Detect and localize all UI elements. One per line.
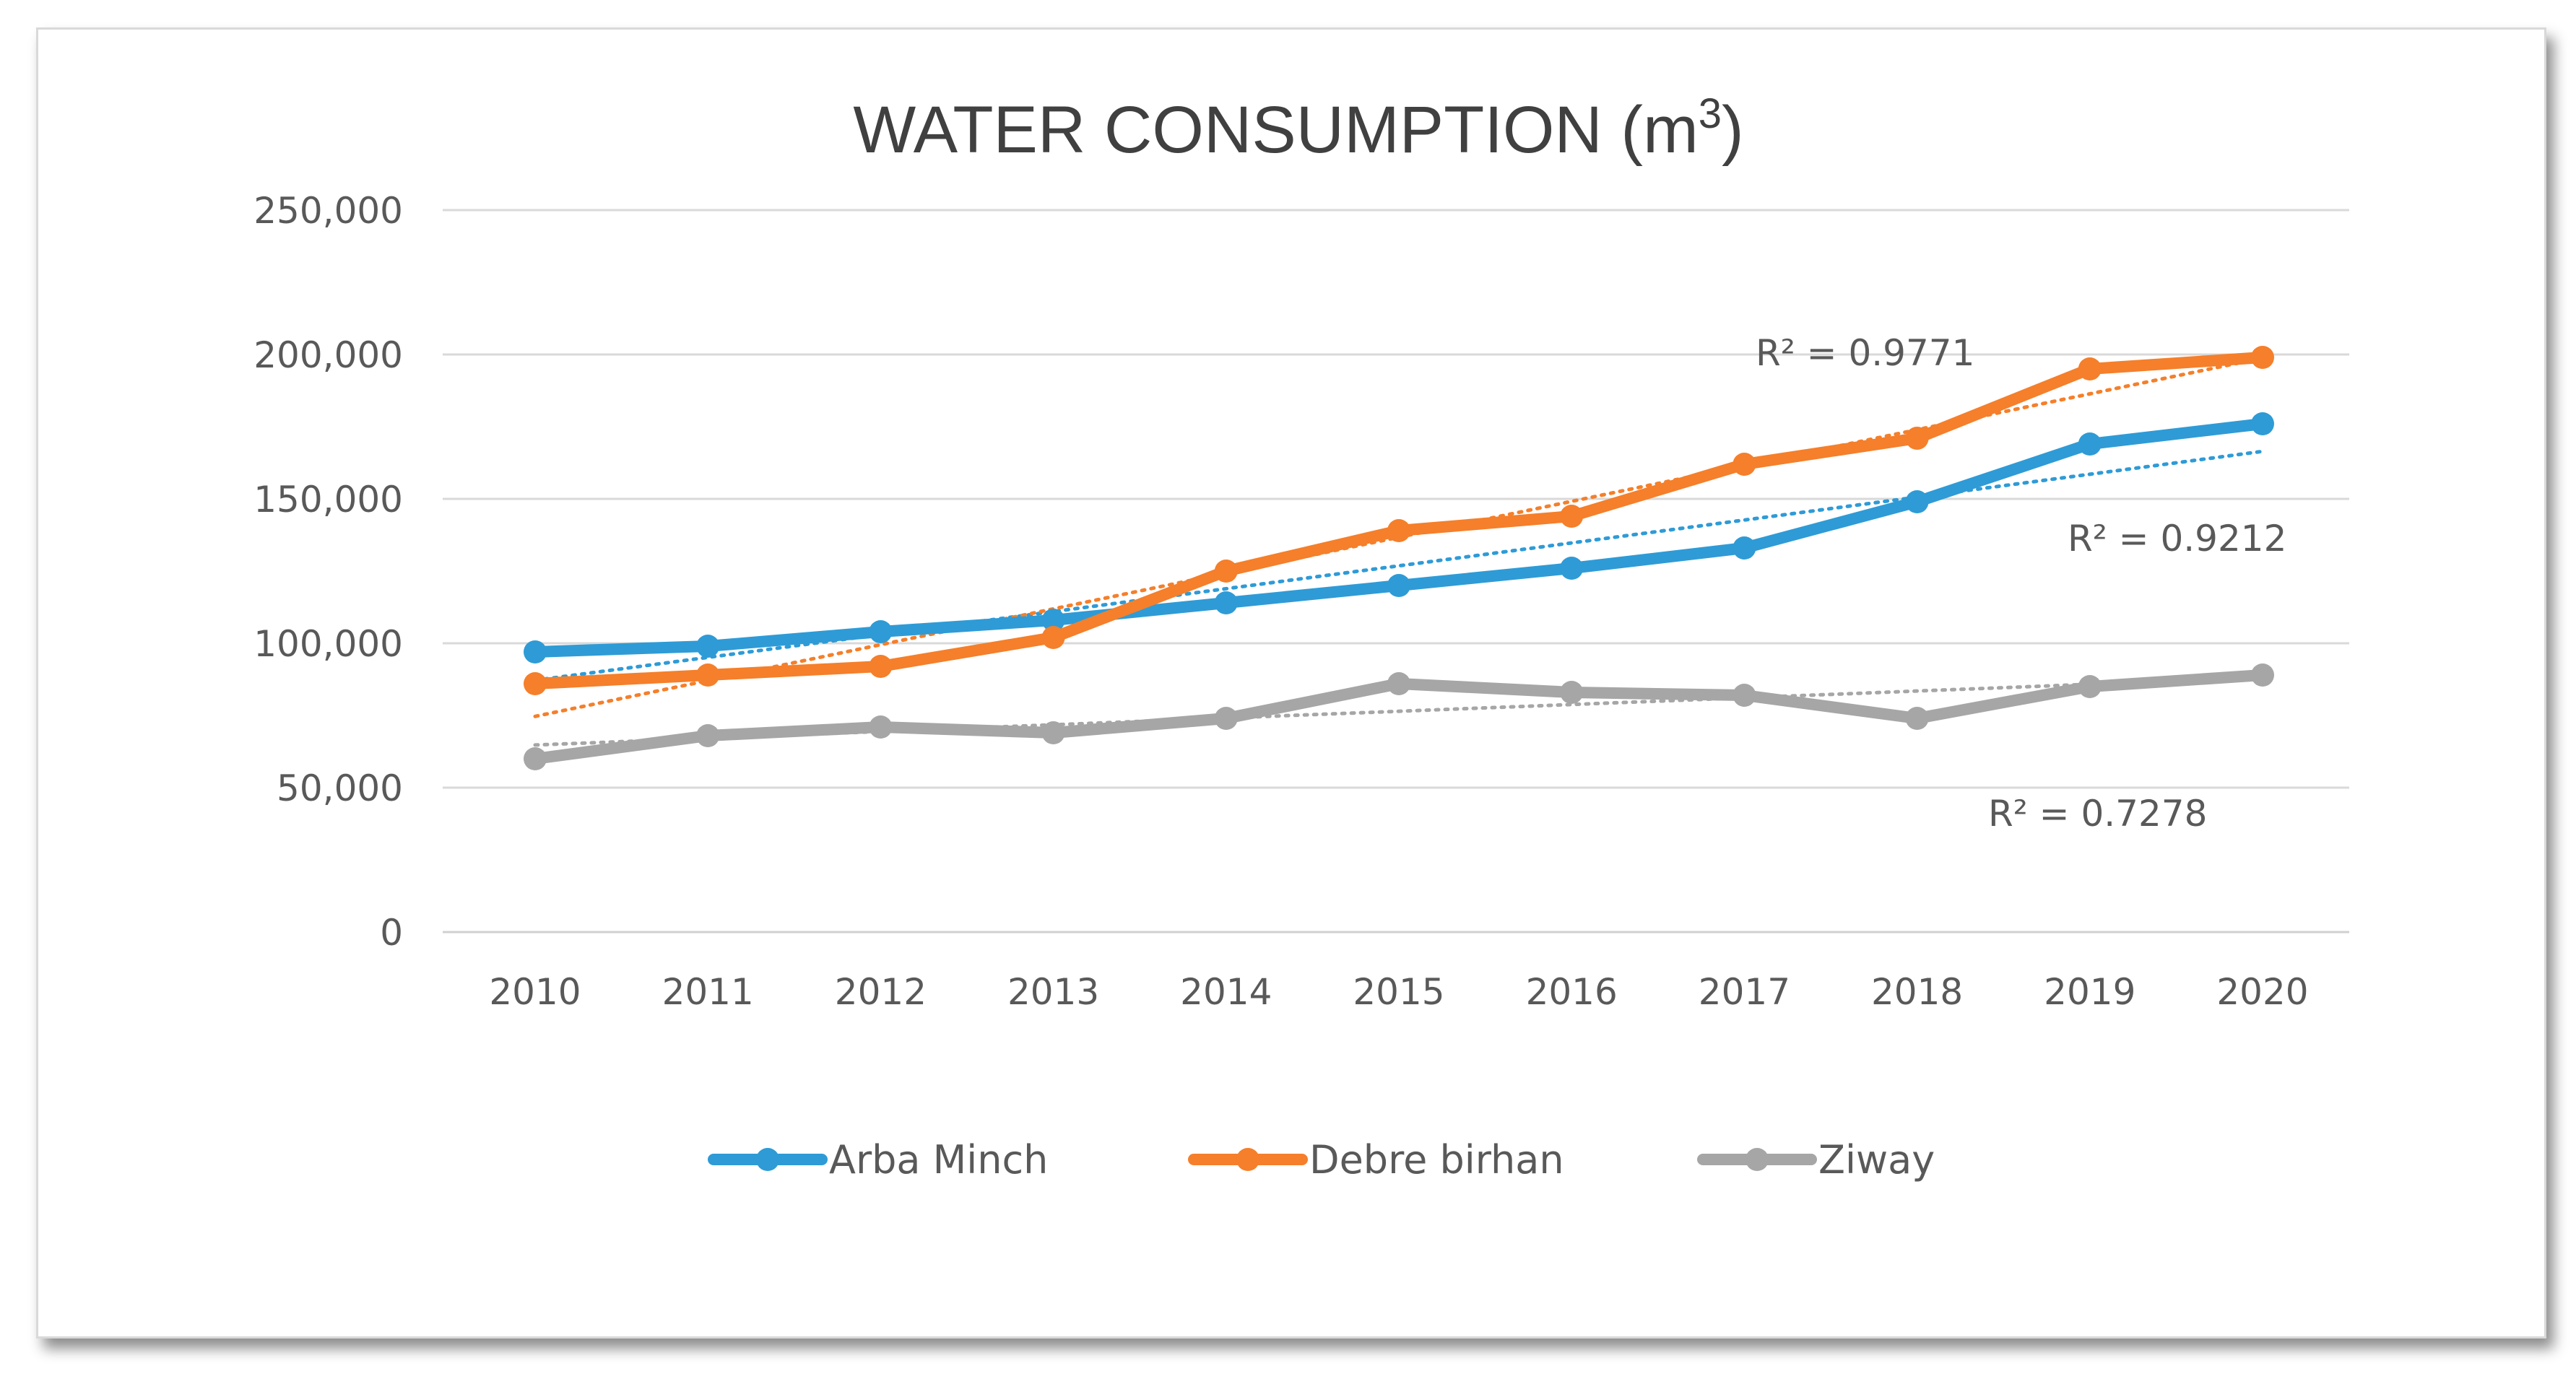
data-point (1905, 707, 1929, 730)
legend-label: Ziway (1818, 1137, 1935, 1183)
r2-label: R² = 0.9771 (1756, 332, 1974, 374)
data-point (1214, 707, 1238, 730)
x-tick-label: 2016 (1526, 971, 1618, 1013)
legend-item: Debre birhan (1188, 1137, 1564, 1183)
series (524, 346, 2274, 770)
x-tick-label: 2015 (1353, 971, 1444, 1013)
x-tick-label: 2013 (1007, 971, 1099, 1013)
data-point (1732, 684, 1756, 707)
data-point (2078, 675, 2102, 698)
x-tick-label: 2018 (1871, 971, 1963, 1013)
chart-title: WATER CONSUMPTION (m3) (853, 90, 1743, 167)
x-tick-label: 2014 (1180, 971, 1272, 1013)
y-tick-label: 0 (380, 912, 403, 954)
data-point (1214, 591, 1238, 614)
x-tick-label: 2019 (2044, 971, 2135, 1013)
data-point (869, 655, 893, 678)
trendline (533, 675, 2265, 747)
r2-label: R² = 0.7278 (1988, 793, 2207, 835)
data-point (524, 672, 547, 695)
legend-swatch-marker (1236, 1148, 1259, 1171)
x-axis-ticks: 2010 2011 2012 2013 2014 2015 2016 2017 2018 2019… (489, 971, 2308, 1013)
data-point (1560, 681, 1584, 704)
data-point (2251, 346, 2274, 369)
data-point (1041, 626, 1065, 649)
data-point (524, 747, 547, 770)
y-axis-ticks: 0 50,000 100,000 150,000 200,000 250,000 (253, 190, 403, 954)
data-point (696, 635, 720, 658)
data-point (2251, 412, 2274, 435)
legend-item: Arba Minch (708, 1137, 1048, 1183)
legend-swatch-marker (1745, 1148, 1769, 1171)
r2-label: R² = 0.9212 (2068, 518, 2286, 560)
data-point (1387, 519, 1410, 542)
x-tick-label: 2012 (835, 971, 927, 1013)
data-point (1387, 574, 1410, 597)
chart-svg: WATER CONSUMPTION (m3) 0 50,000 100,000 150… (253, 90, 2349, 1183)
data-point (1732, 536, 1756, 560)
x-tick-label: 2011 (662, 971, 754, 1013)
data-point (1560, 557, 1584, 580)
data-point (1041, 609, 1065, 632)
legend-swatch-marker (756, 1148, 779, 1171)
trendline (533, 449, 2265, 682)
x-tick-label: 2017 (1699, 971, 1790, 1013)
data-point (1905, 490, 1929, 513)
y-tick-label: 100,000 (253, 623, 403, 665)
chart-title-end: ) (1722, 93, 1744, 167)
legend-item: Ziway (1697, 1137, 1935, 1183)
data-point (696, 663, 720, 687)
r2-labels: R² = 0.9212 R² = 0.9771 R² = 0.7278 (1756, 332, 2286, 835)
x-tick-label: 2010 (489, 971, 581, 1013)
x-tick-label: 2020 (2216, 971, 2308, 1013)
y-tick-label: 50,000 (277, 767, 403, 809)
legend-label: Debre birhan (1309, 1137, 1564, 1183)
chart-title-main: WATER CONSUMPTION (m (853, 93, 1698, 167)
data-point (1214, 560, 1238, 583)
data-point (869, 715, 893, 739)
y-tick-label: 250,000 (253, 190, 403, 232)
data-point (1041, 721, 1065, 744)
data-point (2251, 663, 2274, 687)
data-point (696, 724, 720, 747)
data-point (1732, 453, 1756, 476)
data-point (1560, 505, 1584, 528)
data-point (524, 640, 547, 663)
data-point (2078, 432, 2102, 456)
y-tick-label: 200,000 (253, 334, 403, 376)
chart-frame: WATER CONSUMPTION (m3) 0 50,000 100,000 150… (36, 27, 2546, 1339)
data-point (1905, 427, 1929, 450)
chart-title-superscript: 3 (1699, 90, 1722, 137)
data-point (1387, 672, 1410, 695)
y-tick-label: 150,000 (253, 479, 403, 521)
legend-label: Arba Minch (829, 1137, 1048, 1183)
data-point (869, 620, 893, 643)
data-point (2078, 357, 2102, 380)
legend: Arba Minch Debre birhan Ziway (708, 1137, 1935, 1183)
